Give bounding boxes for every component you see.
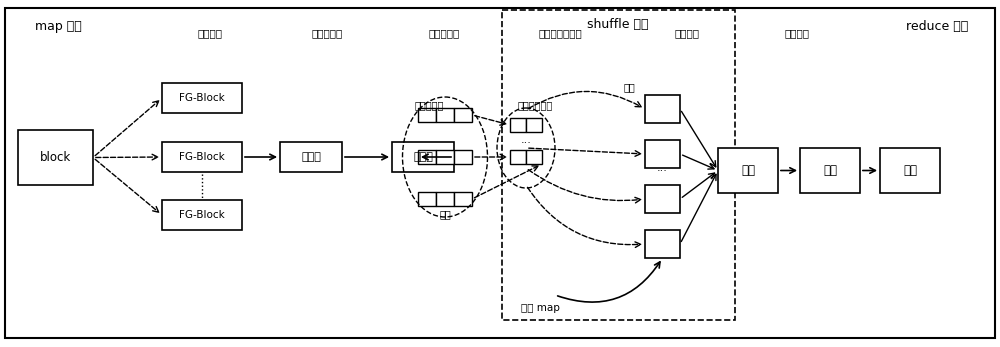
Bar — [645, 185, 680, 213]
Bar — [510, 150, 526, 164]
Text: 其他 map: 其他 map — [521, 303, 559, 313]
Text: FG-Block: FG-Block — [179, 152, 225, 162]
Text: 在磁盘上合并: 在磁盘上合并 — [518, 100, 553, 110]
Bar — [18, 130, 93, 185]
Bar — [436, 150, 454, 164]
Bar — [392, 142, 454, 172]
Text: 键値对映射: 键値对映射 — [428, 28, 460, 38]
Text: 键値对生成: 键値对生成 — [311, 28, 343, 38]
Text: FG-Block: FG-Block — [179, 210, 225, 220]
Bar — [718, 148, 778, 193]
Text: 内存中缓存: 内存中缓存 — [415, 100, 444, 110]
Text: 键値对: 键値对 — [413, 152, 433, 162]
Bar — [454, 108, 472, 122]
Bar — [645, 230, 680, 258]
Bar — [162, 83, 242, 113]
Bar — [418, 150, 436, 164]
Bar — [510, 118, 526, 132]
Text: 输出: 输出 — [903, 164, 917, 177]
Text: 获取: 获取 — [623, 82, 635, 92]
Text: 键値对: 键値对 — [301, 152, 321, 162]
Bar — [280, 142, 342, 172]
Text: block: block — [40, 151, 71, 164]
Text: FG-Block: FG-Block — [179, 93, 225, 103]
Bar — [418, 108, 436, 122]
Text: reduce 任务: reduce 任务 — [906, 20, 968, 33]
Text: 数据合并: 数据合并 — [674, 28, 700, 38]
Text: 合并: 合并 — [741, 164, 755, 177]
Bar — [880, 148, 940, 193]
Bar — [454, 150, 472, 164]
Bar — [436, 108, 454, 122]
Text: ...: ... — [521, 135, 531, 145]
Text: 分区: 分区 — [439, 209, 451, 219]
Bar — [526, 150, 542, 164]
Bar — [162, 200, 242, 230]
Text: 数据统计: 数据统计 — [784, 28, 810, 38]
Text: 分区与溢写磁盘: 分区与溢写磁盘 — [538, 28, 582, 38]
Text: 数据读取: 数据读取 — [198, 28, 222, 38]
Text: 统计: 统计 — [823, 164, 837, 177]
Bar — [436, 192, 454, 206]
Bar — [800, 148, 860, 193]
Bar — [502, 10, 735, 320]
Bar — [645, 140, 680, 168]
Bar — [162, 142, 242, 172]
Bar — [526, 118, 542, 132]
Text: map 任务: map 任务 — [35, 20, 82, 33]
Text: ...: ... — [657, 163, 668, 173]
Bar — [645, 95, 680, 123]
Bar — [418, 192, 436, 206]
Bar — [454, 192, 472, 206]
Text: shuffle 任务: shuffle 任务 — [587, 18, 649, 31]
